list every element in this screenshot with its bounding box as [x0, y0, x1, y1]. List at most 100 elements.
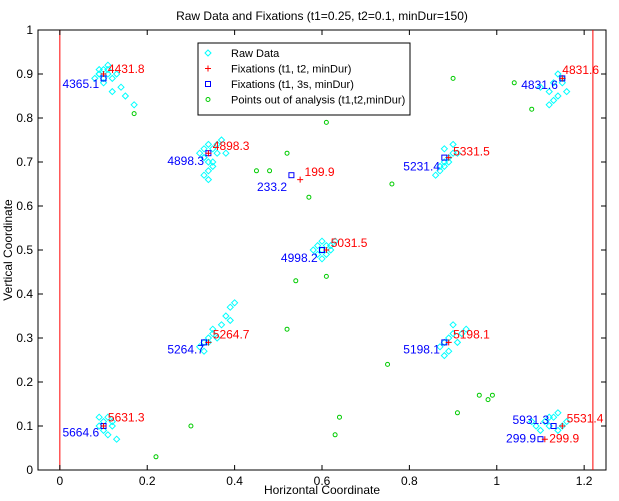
data-point	[104, 61, 112, 69]
fixation-duration-label: 4831.6	[562, 63, 599, 77]
data-point	[204, 167, 213, 175]
data-point	[554, 92, 562, 100]
data-point	[485, 397, 491, 403]
data-point	[108, 417, 116, 426]
data-point	[205, 150, 212, 157]
y-tick-label: 0.3	[16, 331, 33, 345]
fixation-duration-label: 299.9	[549, 431, 579, 445]
x-axis-ticks: 0 0.2 0.4 0.6 0.8 1 1.2	[57, 30, 593, 488]
fixation-duration-label: 4431.8	[108, 62, 145, 76]
data-point	[217, 321, 226, 329]
data-point	[449, 329, 457, 338]
data-point	[529, 106, 535, 112]
data-point	[222, 312, 230, 320]
data-point	[549, 79, 558, 87]
fixation-duration-label: 4998.2	[281, 251, 318, 265]
data-point	[450, 75, 456, 81]
data-point	[545, 87, 553, 96]
data-point	[536, 83, 545, 91]
data-point	[562, 417, 571, 426]
data-point	[476, 392, 482, 398]
data-point	[104, 65, 112, 74]
data-point	[108, 87, 116, 96]
data-point	[545, 413, 553, 421]
series-circle	[131, 75, 535, 460]
data-point	[200, 145, 208, 153]
fixation-duration-label: 5664.6	[62, 426, 99, 440]
data-point	[213, 140, 221, 149]
data-point	[288, 172, 295, 179]
data-point	[205, 339, 212, 346]
data-point	[253, 168, 259, 174]
vertical-lines	[59, 30, 594, 470]
y-tick-label: 0	[26, 463, 33, 477]
y-axis-title: Vertical Coordinate	[1, 199, 15, 301]
data-point	[323, 119, 329, 125]
data-point	[284, 326, 290, 332]
series-plus	[100, 71, 566, 443]
y-tick-label: 0.9	[16, 67, 33, 81]
legend-entry: Raw Data	[231, 48, 280, 60]
x-tick-label: 0.8	[401, 474, 418, 488]
data-point	[209, 145, 217, 153]
data-point	[267, 168, 273, 174]
fixation-duration-label: 5331.5	[453, 144, 490, 158]
data-point	[541, 436, 548, 443]
data-point	[323, 273, 329, 279]
fixation-duration-label: 5531.4	[567, 411, 604, 425]
legend-marker-circle	[205, 97, 211, 102]
data-point	[188, 423, 194, 429]
data-point	[436, 167, 444, 175]
x-tick-label: 1.2	[576, 474, 593, 488]
data-point	[95, 70, 103, 78]
data-point	[549, 96, 558, 105]
data-point	[532, 422, 540, 430]
data-point	[99, 79, 108, 87]
data-point	[440, 145, 449, 153]
data-point	[200, 171, 208, 179]
data-point	[222, 149, 230, 157]
data-point	[104, 413, 112, 421]
y-tick-label: 0.8	[16, 111, 33, 125]
fixation-duration-label: 4831.6	[521, 78, 558, 92]
data-point	[95, 413, 103, 421]
data-point	[562, 87, 571, 96]
y-tick-label: 0.1	[16, 419, 33, 433]
data-point	[200, 153, 208, 162]
fixation-duration-label: 233.2	[257, 180, 287, 194]
data-point	[322, 250, 331, 259]
data-point	[200, 347, 208, 355]
x-tick-label: 0.4	[226, 474, 243, 488]
data-point	[554, 426, 562, 435]
data-point	[559, 75, 566, 82]
data-point	[449, 140, 457, 149]
fixation-duration-label: 5264.7	[167, 342, 204, 356]
data-point	[284, 150, 290, 156]
data-point	[453, 338, 462, 347]
data-point	[318, 237, 326, 245]
data-point	[121, 92, 130, 100]
x-axis-title: Horizontal Coordinate	[264, 483, 380, 497]
data-point	[541, 417, 549, 426]
y-tick-label: 0.6	[16, 199, 33, 213]
data-point	[91, 74, 99, 83]
y-axis-ticks: 0 0.1 0.2 0.3 0.4 0.5 0.6 0.7 0.8 0.9 1	[16, 23, 606, 477]
data-point	[226, 316, 234, 325]
fixation-duration-label: 5198.1	[403, 342, 440, 356]
data-point	[445, 339, 452, 346]
y-tick-label: 0.2	[16, 375, 33, 389]
data-point	[108, 422, 116, 430]
data-point	[100, 423, 107, 429]
data-point	[217, 136, 226, 144]
y-tick-label: 0.5	[16, 243, 33, 257]
data-point	[445, 347, 453, 355]
data-point	[112, 70, 121, 78]
series-layer	[91, 61, 571, 460]
data-point	[213, 334, 221, 342]
data-point	[431, 171, 440, 179]
fixation-duration-label: 5931.3	[512, 413, 549, 427]
annotation-layer: 4431.8 4365.1 4898.3 4898.3 199.9 233.2 5031.5…	[62, 62, 603, 445]
fixation-duration-label: 5198.1	[453, 327, 490, 341]
data-point	[209, 162, 217, 171]
